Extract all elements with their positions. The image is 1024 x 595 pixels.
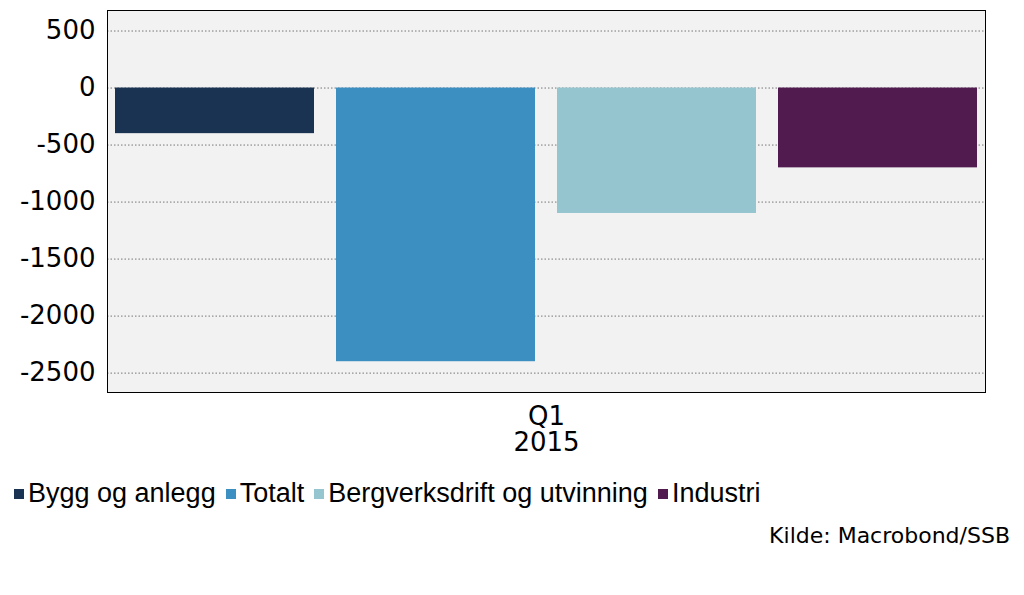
- svg-text:-2500: -2500: [20, 357, 96, 387]
- html-text:Bergverksdrift og utvinning: Bergverksdrift og utvinning: [328, 478, 648, 508]
- html-text:Industri: Industri: [671, 478, 761, 508]
- svg-text:Q12015: Q12015: [513, 401, 579, 457]
- svg-text:-1500: -1500: [20, 243, 96, 273]
- svg-text:-500: -500: [36, 129, 95, 159]
- html-text:Bygg og anlegg: Bygg og anlegg: [28, 478, 216, 508]
- svg-text:0: 0: [79, 72, 96, 102]
- html-text:Totalt: Totalt: [239, 478, 305, 508]
- svg-text:-2000: -2000: [20, 300, 96, 330]
- svg-text:-1000: -1000: [20, 186, 96, 216]
- html-text:Kilde: Macrobond/SSB: Kilde: Macrobond/SSB: [769, 523, 1010, 548]
- svg-text:500: 500: [46, 15, 96, 45]
